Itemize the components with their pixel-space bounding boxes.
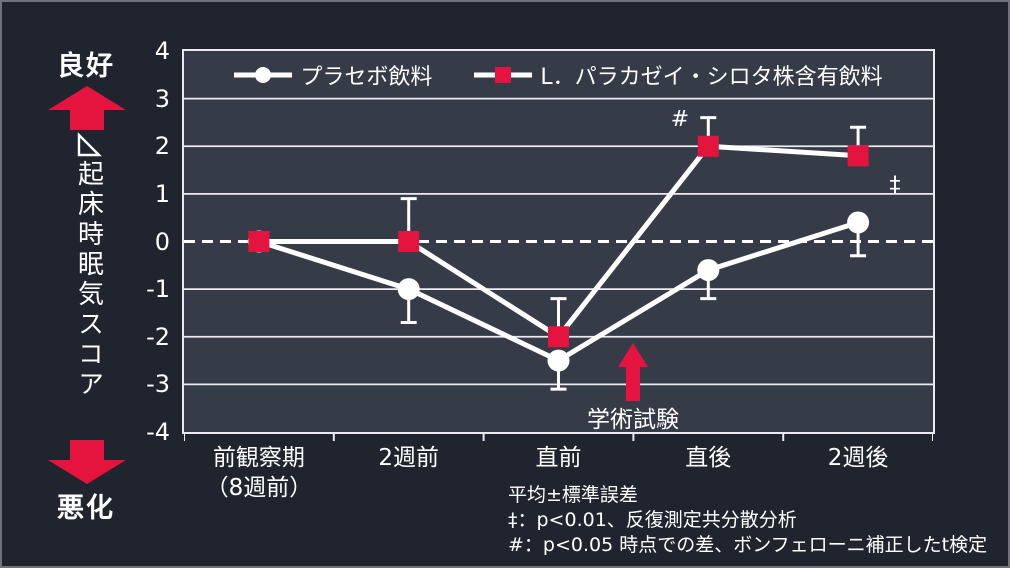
marker-square-2 xyxy=(548,326,569,348)
legend-item-placebo: プラセボ飲料 xyxy=(234,59,432,91)
hash-significance-marker: # xyxy=(670,107,690,132)
x-axis-ticks xyxy=(184,432,933,441)
x-axis-label-1: 2週前 xyxy=(378,445,440,471)
legend-marker-square-icon xyxy=(474,67,533,83)
x-axis-label-4: 2週後 xyxy=(827,445,889,471)
y-tick-label-2: 2 xyxy=(154,132,170,161)
chart-legend: プラセボ飲料 L．パラカゼイ・シロタ株含有飲料 xyxy=(184,58,933,92)
marker-circle-4 xyxy=(847,211,870,234)
y-tick-label-1: 1 xyxy=(154,179,170,208)
footnote-error-bars: 平均±標準誤差 xyxy=(508,484,638,506)
y-tick-label-0: 0 xyxy=(154,227,170,256)
marker-square-0 xyxy=(248,231,270,252)
down-arrow-icon xyxy=(48,440,126,484)
good-direction-label: 良好 xyxy=(57,51,115,82)
legend-item-shirota: L．パラカゼイ・シロタ株含有飲料 xyxy=(474,59,883,91)
legend-label-placebo: プラセボ飲料 xyxy=(300,65,433,90)
y-tick-label--2: -2 xyxy=(146,322,170,351)
legend-label-shirota: L．パラカゼイ・シロタ株含有飲料 xyxy=(540,65,883,90)
x-axis-label-3: 直後 xyxy=(685,445,732,471)
y-axis-title-text: 起床時眠気スコア xyxy=(73,160,104,400)
footnote-hash: #：p<0.05 時点での差、ボンフェローニ補正したt検定 xyxy=(508,534,988,556)
plot-area xyxy=(182,49,935,434)
chart-canvas xyxy=(184,97,933,391)
marker-square-1 xyxy=(398,231,420,252)
worse-direction-label: 悪化 xyxy=(57,493,115,524)
delta-triangle-icon xyxy=(77,132,102,157)
trial-arrow-icon xyxy=(618,343,648,401)
marker-square-4 xyxy=(847,145,869,167)
y-tick-label--4: -4 xyxy=(146,418,170,446)
x-axis-label-0: 前観察期 （8週前） xyxy=(205,445,313,501)
marker-circle-2 xyxy=(547,349,570,372)
dagger-significance-marker: ‡ xyxy=(889,173,901,198)
marker-circle-3 xyxy=(697,259,720,282)
x-axis-label-2: 直前 xyxy=(535,445,582,471)
y-tick-label-3: 3 xyxy=(154,84,170,113)
up-arrow-icon xyxy=(48,86,126,130)
trial-annotation-label: 学術試験 xyxy=(587,407,679,433)
legend-marker-circle-icon xyxy=(234,67,293,83)
footnotes: 平均±標準誤差 ‡：p<0.01、反復測定共分散分析 #：p<0.05 時点での… xyxy=(508,483,987,558)
y-axis-title: 起床時眠気スコア xyxy=(60,132,118,440)
y-tick-label--3: -3 xyxy=(146,370,170,399)
y-tick-label-4: 4 xyxy=(154,37,170,65)
marker-circle-1 xyxy=(397,278,420,301)
y-tick-label--1: -1 xyxy=(146,275,170,304)
x-axis-labels: 前観察期 （8週前） 2週前 直前 直後 2週後 xyxy=(184,444,933,504)
footnote-dagger: ‡：p<0.01、反復測定共分散分析 xyxy=(508,509,797,531)
marker-square-3 xyxy=(697,135,719,157)
